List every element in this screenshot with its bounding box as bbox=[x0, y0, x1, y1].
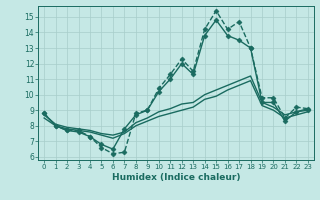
X-axis label: Humidex (Indice chaleur): Humidex (Indice chaleur) bbox=[112, 173, 240, 182]
